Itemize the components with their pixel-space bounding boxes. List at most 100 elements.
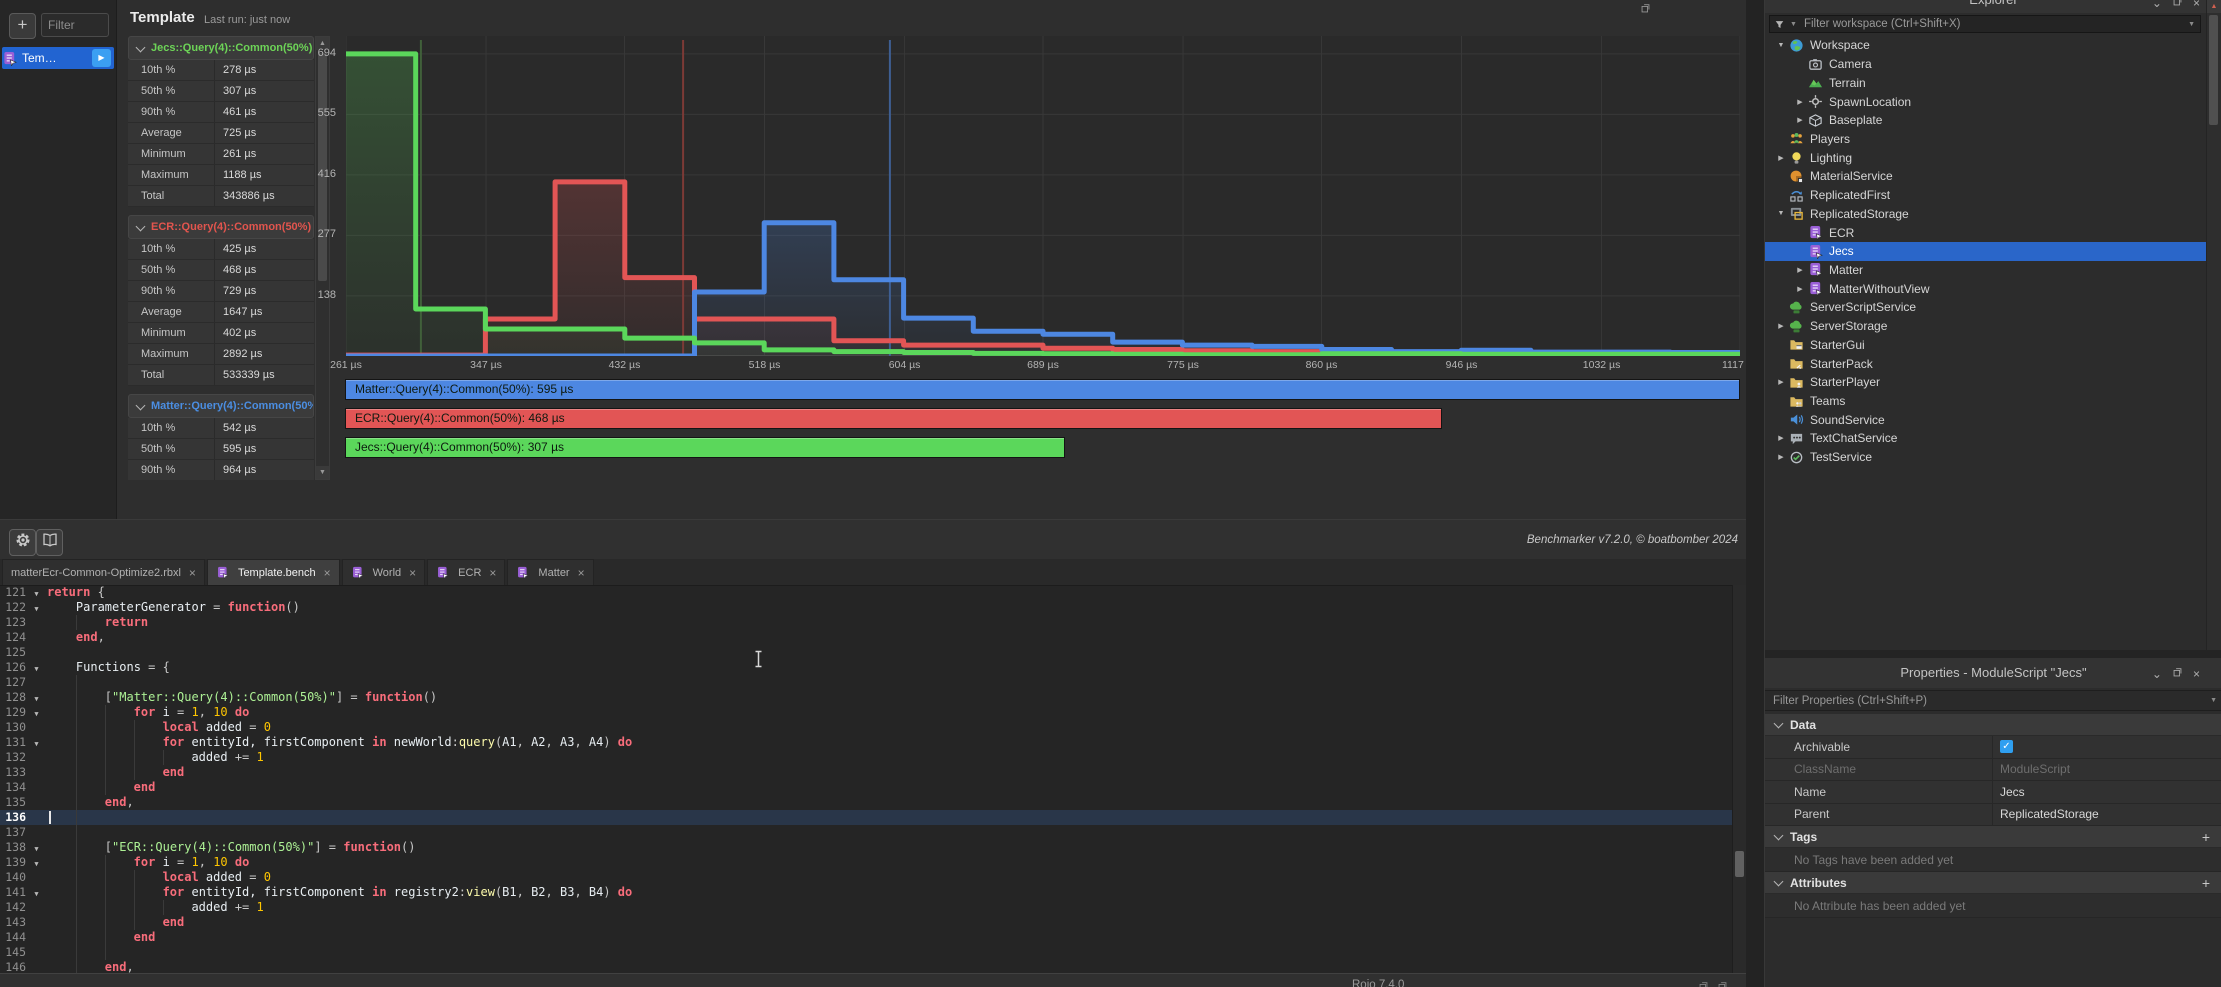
close-icon[interactable]: ×	[2192, 0, 2200, 10]
fold-arrow-icon[interactable]: ▼	[34, 845, 39, 853]
tree-item-players[interactable]: Players	[1765, 130, 2206, 149]
tree-item-serverscriptservice[interactable]: ServerScriptService	[1765, 298, 2206, 317]
checkbox[interactable]: ✓	[2000, 740, 2013, 754]
code-line[interactable]: 121 ▼ return {	[0, 585, 1732, 600]
tree-item-terrain[interactable]: Terrain	[1765, 73, 2206, 92]
tree-item-spawnlocation[interactable]: ▶ SpawnLocation	[1765, 92, 2206, 111]
code-line[interactable]: 134 end	[0, 780, 1732, 795]
close-icon[interactable]: ×	[188, 565, 196, 580]
close-icon[interactable]: ×	[409, 565, 417, 580]
code-line[interactable]: 130 local added = 0	[0, 720, 1732, 735]
code-line[interactable]: 146 end,	[0, 960, 1732, 973]
tree-item-baseplate[interactable]: ▶ Baseplate	[1765, 111, 2206, 130]
tree-item-replicatedstorage[interactable]: ▼ ReplicatedStorage	[1765, 204, 2206, 223]
close-icon[interactable]: ×	[489, 565, 497, 580]
scrollbar-handle[interactable]	[1735, 851, 1744, 877]
fold-arrow-icon[interactable]: ▼	[34, 890, 39, 898]
benchmark-filter-input[interactable]	[41, 13, 109, 37]
code-line[interactable]: 140 local added = 0	[0, 870, 1732, 885]
tree-item-soundservice[interactable]: SoundService	[1765, 410, 2206, 429]
expand-right-icon[interactable]: ▶	[1778, 379, 1784, 387]
code-line[interactable]: 144 end	[0, 930, 1732, 945]
property-value[interactable]: ModuleScript	[1992, 758, 2221, 780]
code-line[interactable]: 136	[0, 810, 1732, 825]
scroll-up-icon[interactable]: ▲	[2207, 0, 2221, 13]
fold-arrow-icon[interactable]: ▼	[34, 740, 39, 748]
expand-right-icon[interactable]: ▶	[1778, 154, 1784, 162]
tree-item-replicatedfirst[interactable]: ReplicatedFirst	[1765, 186, 2206, 205]
scroll-up-icon[interactable]: ▲	[316, 37, 329, 50]
expand-down-icon[interactable]: ▼	[1777, 41, 1785, 49]
tree-item-jecs[interactable]: Jecs	[1765, 241, 2206, 261]
code-line[interactable]: 123 return	[0, 615, 1732, 630]
editor-scrollbar[interactable]	[1732, 585, 1747, 973]
chevron-down-icon[interactable]: ▼	[2188, 20, 2195, 28]
add-button[interactable]: +	[2201, 874, 2210, 891]
docs-button[interactable]	[36, 529, 63, 556]
code-line[interactable]: 125	[0, 645, 1732, 660]
code-area[interactable]: 121 ▼ return {122 ▼ ParameterGenerator = fun…	[0, 585, 1732, 973]
expand-right-icon[interactable]: ▶	[1778, 323, 1784, 331]
tree-item-matter[interactable]: ▶ Matter	[1765, 261, 2206, 280]
window-buttons[interactable]	[1698, 979, 1728, 987]
fold-arrow-icon[interactable]: ▼	[34, 710, 39, 718]
expand-right-icon[interactable]: ▶	[1778, 454, 1784, 462]
panel-splitter[interactable]	[1765, 650, 2221, 658]
dock-icon[interactable]	[2172, 667, 2183, 681]
expand-right-icon[interactable]: ▶	[1797, 117, 1803, 125]
code-line[interactable]: 127	[0, 675, 1732, 690]
code-line[interactable]: 135 end,	[0, 795, 1732, 810]
scrollbar-handle[interactable]	[318, 53, 327, 281]
expand-right-icon[interactable]: ▶	[1797, 285, 1803, 293]
panel-divider[interactable]	[1746, 0, 1764, 987]
code-line[interactable]: 126 ▼ Functions = {	[0, 660, 1732, 675]
code-line[interactable]: 129 ▼ for i = 1, 10 do	[0, 705, 1732, 720]
code-line[interactable]: 122 ▼ ParameterGenerator = function()	[0, 600, 1732, 615]
float-window-icon[interactable]	[1640, 1, 1651, 19]
run-benchmark-button[interactable]: ▶	[92, 49, 111, 67]
add-benchmark-button[interactable]: +	[9, 13, 36, 39]
chevron-down-icon[interactable]: ▼	[2210, 697, 2217, 704]
code-line[interactable]: 128 ▼ ["Matter::Query(4)::Common(50%)"] = …	[0, 690, 1732, 705]
explorer-filter-input[interactable]	[1801, 17, 2184, 31]
code-line[interactable]: 143 end	[0, 915, 1732, 930]
fold-arrow-icon[interactable]: ▼	[34, 590, 39, 598]
code-line[interactable]: 133 end	[0, 765, 1732, 780]
expand-down-icon[interactable]: ▼	[1777, 210, 1785, 218]
code-line[interactable]: 142 added += 1	[0, 900, 1732, 915]
scroll-down-icon[interactable]: ▼	[316, 466, 329, 479]
tree-item-serverstorage[interactable]: ▶ ServerStorage	[1765, 317, 2206, 336]
tree-item-ecr[interactable]: ECR	[1765, 223, 2206, 242]
tab-template-bench[interactable]: Template.bench ×	[206, 559, 340, 585]
add-button[interactable]: +	[2201, 828, 2210, 845]
tree-item-testservice[interactable]: ▶ TestService	[1765, 448, 2206, 467]
fold-arrow-icon[interactable]: ▼	[34, 665, 39, 673]
section-header-data[interactable]: Data	[1765, 714, 2221, 736]
stats-group-header[interactable]: ECR::Query(4)::Common(50%)	[128, 215, 314, 239]
tab-world[interactable]: World ×	[341, 559, 426, 585]
tree-item-lighting[interactable]: ▶ Lighting	[1765, 148, 2206, 167]
section-header-tags[interactable]: Tags +	[1765, 826, 2221, 848]
tree-item-textchatservice[interactable]: ▶ TextChatService	[1765, 429, 2206, 448]
close-icon[interactable]: ×	[323, 565, 331, 580]
scrollbar-handle[interactable]	[2209, 15, 2218, 125]
tab-matter[interactable]: Matter ×	[507, 559, 594, 585]
code-line[interactable]: 138 ▼ ["ECR::Query(4)::Common(50%)"] = fun…	[0, 840, 1732, 855]
stats-scrollbar[interactable]: ▲ ▼	[315, 36, 330, 480]
code-line[interactable]: 139 ▼ for i = 1, 10 do	[0, 855, 1732, 870]
property-value[interactable]: ✓	[1992, 736, 2221, 758]
collapse-icon[interactable]: ⌄	[2151, 667, 2162, 681]
tree-item-starterpack[interactable]: StarterPack	[1765, 354, 2206, 373]
close-icon[interactable]: ×	[2192, 667, 2200, 681]
dock-icon[interactable]	[2172, 0, 2183, 10]
tree-item-starterplayer[interactable]: ▶ StarterPlayer	[1765, 373, 2206, 392]
stats-group-header[interactable]: Matter::Query(4)::Common(50%)	[128, 394, 314, 418]
section-header-attributes[interactable]: Attributes +	[1765, 872, 2221, 894]
tree-item-teams[interactable]: Teams	[1765, 392, 2206, 411]
code-line[interactable]: 132 added += 1	[0, 750, 1732, 765]
code-line[interactable]: 131 ▼ for entityId, firstComponent in newW…	[0, 735, 1732, 750]
settings-button[interactable]	[9, 529, 36, 556]
tree-item-materialservice[interactable]: MaterialService	[1765, 167, 2206, 186]
collapse-icon[interactable]: ⌄	[2151, 0, 2162, 10]
stats-group-header[interactable]: Jecs::Query(4)::Common(50%)	[128, 36, 314, 60]
